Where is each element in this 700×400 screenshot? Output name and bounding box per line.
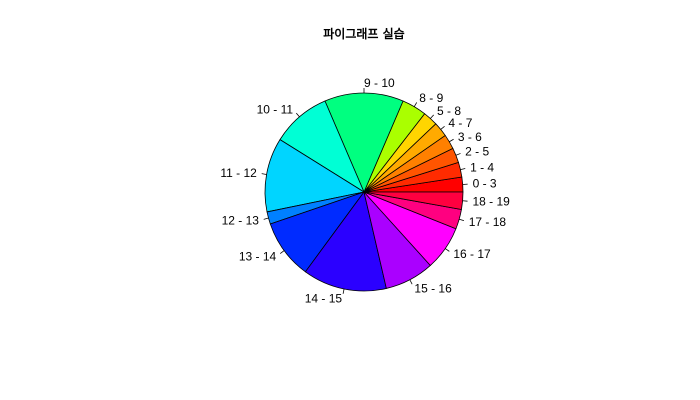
- slice-label: 8 - 9: [419, 91, 443, 105]
- slice-label-tick: [430, 114, 434, 119]
- slice-label: 12 - 13: [222, 214, 260, 228]
- slice-label-tick: [295, 112, 300, 118]
- slice-label: 0 - 3: [473, 177, 497, 191]
- slice-label: 14 - 15: [305, 292, 343, 306]
- pie-slice: [264, 139, 365, 213]
- slice-label: 4 - 7: [448, 116, 472, 130]
- slice-label-tick: [455, 153, 461, 156]
- slice-label: 17 - 18: [469, 215, 507, 229]
- pie-labels: 0 - 3 1 - 42 - 53 - 64 - 75 - 88 - 9 9 - 1…: [220, 76, 510, 306]
- slice-label: 9 - 10: [364, 76, 395, 90]
- pie-slices: [264, 92, 464, 292]
- slice-label: 10 - 11: [257, 102, 294, 116]
- slice-label-tick: [459, 218, 465, 221]
- slice-label: 18 - 19: [472, 195, 510, 209]
- slice-label-tick: [449, 138, 454, 143]
- slice-label: 16 - 17: [453, 247, 491, 261]
- slice-label-tick: [263, 217, 269, 220]
- chart-title: 파이그래프 실습: [323, 26, 404, 41]
- slice-label-tick: [279, 250, 285, 254]
- slice-label: 1 - 4: [470, 160, 494, 174]
- slice-label: 15 - 16: [414, 282, 452, 296]
- slice-label-tick: [409, 279, 413, 285]
- slice-label-tick: [460, 168, 466, 171]
- pie-slice: [305, 191, 387, 292]
- slice-label: 3 - 6: [458, 130, 482, 144]
- slice-label-tick: [445, 248, 450, 252]
- slice-label: 13 - 14: [239, 249, 277, 263]
- slice-label-tick: [440, 126, 445, 130]
- slice-label: 2 - 5: [465, 145, 489, 159]
- slice-label: 5 - 8: [437, 104, 461, 118]
- slice-label-tick: [413, 102, 418, 107]
- slice-label: 11 - 12: [220, 166, 257, 180]
- slice-label-tick: [342, 288, 345, 294]
- slice-label-tick: [261, 173, 267, 175]
